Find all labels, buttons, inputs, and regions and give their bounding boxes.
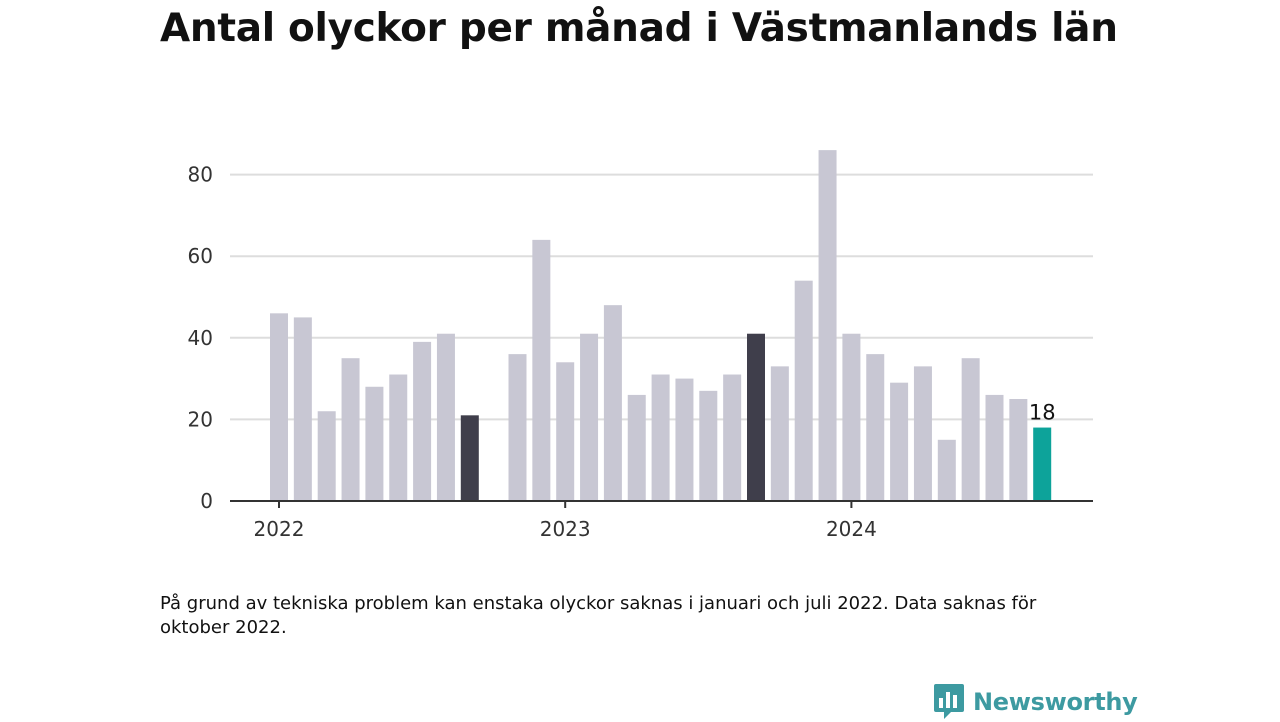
bar-2024-07 [985, 394, 1004, 501]
bar-2022-11 [508, 354, 527, 501]
bar-2024-09 [1033, 427, 1052, 501]
brand-name: Newsworthy [973, 688, 1138, 716]
bar-2023-02 [580, 333, 599, 501]
y-tick-label: 0 [200, 489, 213, 513]
bar-2022-09 [460, 415, 479, 501]
bar-2024-06 [961, 358, 980, 501]
bar-2022-02 [293, 317, 312, 501]
bar-2022-12 [532, 239, 551, 501]
bar-2024-08 [1009, 399, 1028, 501]
bar-2022-07 [413, 341, 432, 501]
brand-logo: Newsworthy [933, 682, 1138, 722]
bar-2023-11 [794, 280, 813, 501]
y-tick-label: 40 [188, 326, 213, 350]
x-axis-tick-labels: 2022 2023 2024 [254, 517, 877, 541]
bar-2023-03 [603, 305, 622, 501]
bar-2022-04 [341, 358, 360, 501]
bar-2023-09 [747, 333, 765, 501]
bar-2022-03 [317, 411, 336, 501]
bar-2023-07 [699, 390, 718, 501]
bar-2023-08 [723, 374, 742, 501]
bar-2024-05 [937, 439, 956, 501]
bar-2022-08 [436, 333, 455, 501]
bar-2023-01 [556, 362, 575, 501]
bars [270, 150, 1052, 501]
bar-2023-12 [818, 150, 837, 501]
bar-2022-05 [365, 386, 384, 501]
x-tick-label-2024: 2024 [826, 517, 877, 541]
y-axis-tick-labels: 0 20 40 60 80 [188, 163, 213, 513]
data-label-2024-09: 18 [1029, 401, 1056, 425]
x-tick-label-2022: 2022 [254, 517, 305, 541]
y-tick-label: 80 [188, 163, 213, 187]
bar-2024-01 [842, 333, 861, 501]
bar-2023-10 [770, 366, 789, 501]
y-tick-label: 20 [188, 407, 213, 431]
chart-title: Antal olyckor per månad i Västmanlands l… [160, 6, 1118, 51]
bar-2022-01 [270, 313, 288, 501]
bar-2022-06 [389, 374, 408, 501]
bar-2024-03 [890, 382, 909, 501]
bar-2023-05 [651, 374, 670, 501]
x-tick-label-2023: 2023 [540, 517, 591, 541]
footnote: På grund av tekniska problem kan enstaka… [160, 593, 1037, 638]
bar-2024-04 [913, 366, 932, 501]
bar-2023-04 [627, 394, 646, 501]
y-tick-label: 60 [188, 244, 213, 268]
bar-2023-06 [675, 378, 694, 501]
newsworthy-bar-chart-icon [934, 684, 964, 719]
data-labels: 18 [1029, 401, 1056, 425]
x-axis [230, 500, 1093, 508]
bar-2024-02 [866, 354, 885, 501]
